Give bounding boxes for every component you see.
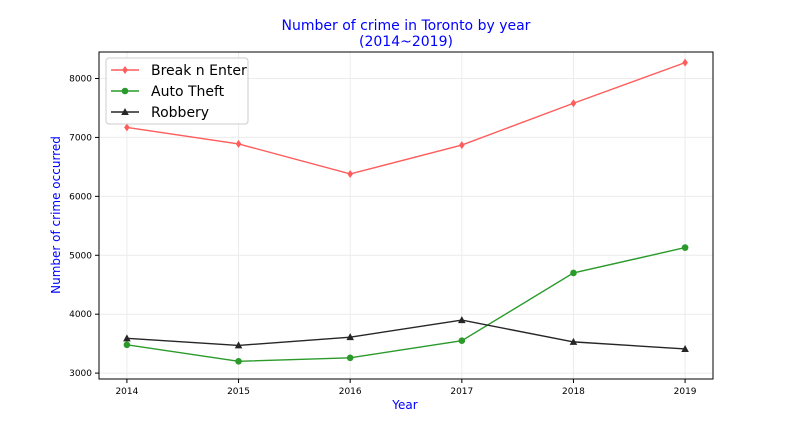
y-tick-label-6000: 6000 (69, 192, 92, 202)
x-tick-label-2018: 2018 (562, 387, 585, 397)
legend-box (105, 57, 249, 125)
y-tick-label-7000: 7000 (69, 133, 92, 143)
chart-subtitle: (2014~2019) (359, 34, 453, 50)
y-tick-label-5000: 5000 (69, 251, 92, 261)
legend-marker-auto-theft (121, 87, 129, 95)
data-point-break-n-enter-2019 (682, 58, 688, 67)
legend-label-robbery: Robbery (151, 105, 209, 121)
data-point-robbery-2014 (123, 334, 131, 342)
data-point-auto-theft-2016 (346, 354, 354, 362)
x-tick-label-2015: 2015 (227, 387, 250, 397)
data-point-auto-theft-2018 (570, 269, 577, 277)
data-point-robbery-2017 (458, 316, 466, 324)
legend-label-break-n-enter: Break n Enter (151, 63, 247, 79)
y-axis-label: Number of crime occurred (49, 136, 63, 294)
series-line-auto-theft (126, 246, 686, 363)
data-point-robbery-2018 (569, 337, 578, 345)
data-point-break-n-enter-2014 (124, 123, 130, 132)
data-point-robbery-2019 (681, 344, 689, 352)
x-tick-label-2019: 2019 (674, 387, 697, 397)
data-point-break-n-enter-2016 (347, 169, 353, 178)
data-point-auto-theft-2015 (235, 358, 242, 365)
data-point-auto-theft-2014 (123, 341, 131, 349)
legend-marker-robbery (121, 108, 129, 115)
y-tick-label-3000: 3000 (69, 369, 92, 379)
series-line-robbery (126, 319, 686, 350)
plot-frame (98, 51, 714, 380)
data-point-break-n-enter-2018 (570, 99, 577, 108)
data-point-auto-theft-2017 (458, 337, 466, 345)
x-tick-label-2016: 2016 (339, 387, 362, 397)
data-point-robbery-2015 (234, 341, 243, 349)
series-line-break-n-enter (126, 61, 686, 175)
x-tick-label-2017: 2017 (450, 387, 473, 397)
legend-label-auto-theft: Auto Theft (151, 84, 225, 100)
x-tick-label-2014: 2014 (115, 387, 138, 397)
chart-title: Number of crime in Toronto by year (282, 18, 531, 34)
data-point-break-n-enter-2017 (459, 141, 465, 150)
y-tick-label-4000: 4000 (69, 310, 92, 320)
data-point-break-n-enter-2015 (235, 139, 242, 148)
data-point-auto-theft-2019 (681, 244, 689, 251)
data-point-robbery-2016 (346, 333, 354, 341)
y-tick-label-8000: 8000 (69, 75, 92, 85)
legend-marker-break-n-enter (122, 66, 128, 74)
x-axis-label: Year (391, 398, 417, 412)
